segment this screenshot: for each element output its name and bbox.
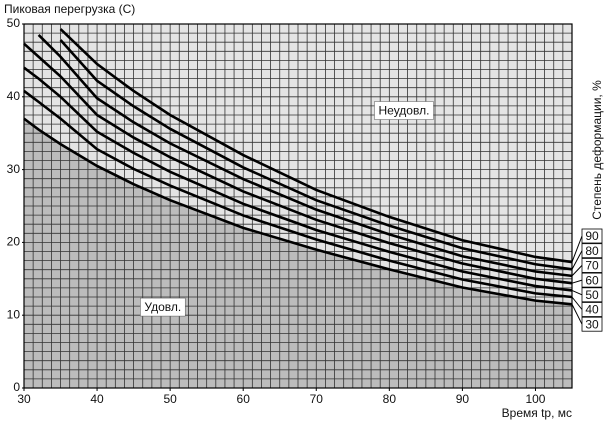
legend-box: [581, 316, 603, 332]
x-tick-label: 70: [310, 392, 324, 406]
legend-box: [581, 228, 603, 244]
legend-label: 40: [585, 303, 599, 317]
x-tick-label: 50: [163, 392, 177, 406]
legend-label: 80: [585, 244, 599, 258]
series-line: [37, 33, 573, 278]
plot-frame: [23, 23, 573, 389]
series-line: [59, 39, 573, 271]
chart-title: Пиковая перегрузка (С): [4, 2, 135, 16]
y-tick-label: 0: [13, 380, 20, 394]
legend-label: 60: [585, 273, 599, 287]
y-tick-label: 40: [7, 89, 21, 103]
leader-line: [571, 304, 583, 325]
legend-box: [581, 243, 603, 259]
leader-line: [571, 279, 583, 284]
x-tick-label: 40: [90, 392, 104, 406]
leader-line: [571, 235, 583, 263]
y-axis-label: Степень деформации, %: [590, 80, 604, 220]
legend-box: [581, 272, 603, 288]
x-tick-label: 80: [383, 392, 397, 406]
x-tick-label: 60: [237, 392, 251, 406]
legend-box: [581, 287, 603, 303]
x-tick-label: 30: [17, 392, 31, 406]
annotation-box: [140, 297, 186, 317]
series-line: [23, 89, 573, 299]
leader-line: [571, 265, 583, 277]
annotation: Удовл.: [144, 300, 181, 314]
legend-label: 90: [585, 229, 599, 243]
legend-label: 30: [585, 317, 599, 331]
leader-line: [571, 250, 583, 270]
x-tick-label: 90: [456, 392, 470, 406]
series-line: [23, 42, 573, 285]
annotation: Неудовл.: [378, 104, 429, 118]
x-tick-label: 100: [525, 392, 545, 406]
y-tick-label: 50: [7, 16, 21, 30]
y-tick-label: 20: [7, 235, 21, 249]
series-line: [23, 117, 573, 306]
y-tick-label: 30: [7, 162, 21, 176]
x-axis-label: Время tp, мс: [502, 406, 572, 420]
series-line: [23, 66, 573, 292]
annotation-box: [374, 101, 434, 120]
y-tick-label: 10: [7, 307, 21, 321]
legend-label: 50: [585, 288, 599, 302]
leader-line: [571, 296, 583, 310]
leader-line: [571, 289, 583, 296]
series-line: [59, 28, 573, 264]
legend-box: [581, 302, 603, 317]
legend-label: 70: [585, 259, 599, 273]
legend-box: [581, 257, 603, 273]
